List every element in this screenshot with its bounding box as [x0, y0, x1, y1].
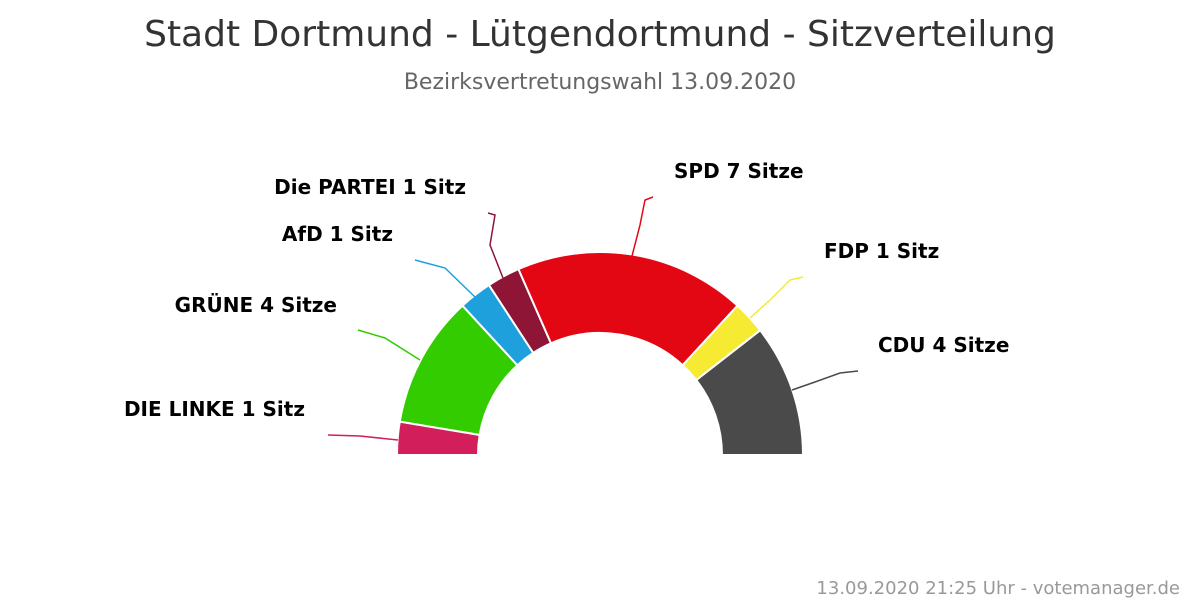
data-label: AfD 1 Sitz — [282, 222, 393, 246]
connector-line — [791, 370, 859, 391]
data-label: CDU 4 Sitze — [878, 333, 1009, 357]
data-label: FDP 1 Sitz — [824, 239, 939, 263]
credits-footer[interactable]: 13.09.2020 21:25 Uhr - votemanager.de — [816, 578, 1180, 599]
data-label: Die PARTEI 1 Sitz — [274, 175, 466, 199]
data-label: GRÜNE 4 Sitze — [175, 293, 337, 317]
connector-line — [749, 276, 804, 319]
slice-cdu[interactable] — [694, 328, 805, 456]
data-label: DIE LINKE 1 Sitz — [124, 397, 305, 421]
connector-line — [414, 259, 476, 298]
chart-title: Stadt Dortmund - Lütgendortmund - Sitzve… — [144, 14, 1056, 55]
chart-subtitle: Bezirksvertretungswahl 13.09.2020 — [403, 70, 797, 95]
connector-line — [487, 212, 504, 279]
connector-line — [357, 329, 421, 361]
data-label: SPD 7 Sitze — [674, 159, 804, 183]
connector-line — [631, 196, 654, 257]
connector-line — [327, 434, 399, 441]
